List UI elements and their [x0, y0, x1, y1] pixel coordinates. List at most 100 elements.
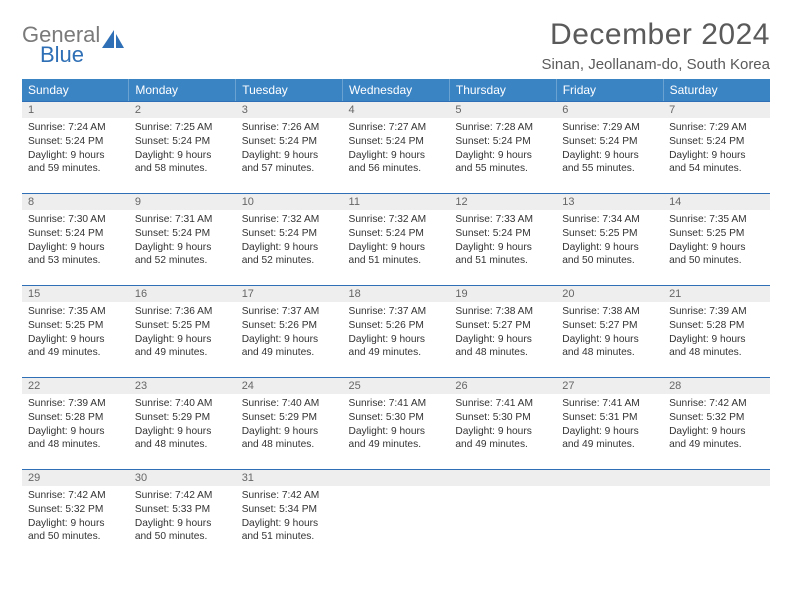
sunset-line: Sunset: 5:26 PM	[349, 319, 444, 333]
day-number: 2	[129, 101, 236, 118]
sunrise-line: Sunrise: 7:38 AM	[455, 305, 550, 319]
calendar-table: SundayMondayTuesdayWednesdayThursdayFrid…	[22, 79, 770, 561]
daylight-line: Daylight: 9 hours and 49 minutes.	[455, 425, 550, 453]
day-number: 3	[236, 101, 343, 118]
day-number: 10	[236, 193, 343, 210]
day-number: 11	[343, 193, 450, 210]
calendar-row: 15Sunrise: 7:35 AMSunset: 5:25 PMDayligh…	[22, 285, 770, 377]
day-data: Sunrise: 7:40 AMSunset: 5:29 PMDaylight:…	[236, 394, 343, 456]
sunrise-line: Sunrise: 7:42 AM	[669, 397, 764, 411]
daylight-line: Daylight: 9 hours and 56 minutes.	[349, 149, 444, 177]
sunrise-line: Sunrise: 7:37 AM	[242, 305, 337, 319]
day-number: 27	[556, 377, 663, 394]
calendar-cell: 15Sunrise: 7:35 AMSunset: 5:25 PMDayligh…	[22, 285, 129, 377]
sunset-line: Sunset: 5:30 PM	[455, 411, 550, 425]
weekday-header: Sunday	[22, 79, 129, 101]
daylight-line: Daylight: 9 hours and 58 minutes.	[135, 149, 230, 177]
calendar-cell: 11Sunrise: 7:32 AMSunset: 5:24 PMDayligh…	[343, 193, 450, 285]
sunset-line: Sunset: 5:29 PM	[135, 411, 230, 425]
sunrise-line: Sunrise: 7:32 AM	[242, 213, 337, 227]
day-data: Sunrise: 7:27 AMSunset: 5:24 PMDaylight:…	[343, 118, 450, 180]
day-data: Sunrise: 7:39 AMSunset: 5:28 PMDaylight:…	[663, 302, 770, 364]
day-data: Sunrise: 7:36 AMSunset: 5:25 PMDaylight:…	[129, 302, 236, 364]
sunrise-line: Sunrise: 7:37 AM	[349, 305, 444, 319]
calendar-cell: 4Sunrise: 7:27 AMSunset: 5:24 PMDaylight…	[343, 101, 450, 193]
calendar-cell: 13Sunrise: 7:34 AMSunset: 5:25 PMDayligh…	[556, 193, 663, 285]
sunrise-line: Sunrise: 7:31 AM	[135, 213, 230, 227]
calendar-row: 22Sunrise: 7:39 AMSunset: 5:28 PMDayligh…	[22, 377, 770, 469]
calendar-head: SundayMondayTuesdayWednesdayThursdayFrid…	[22, 79, 770, 101]
day-data: Sunrise: 7:35 AMSunset: 5:25 PMDaylight:…	[22, 302, 129, 364]
daylight-line: Daylight: 9 hours and 50 minutes.	[28, 517, 123, 545]
weekday-header: Friday	[556, 79, 663, 101]
day-data: Sunrise: 7:37 AMSunset: 5:26 PMDaylight:…	[236, 302, 343, 364]
day-data: Sunrise: 7:42 AMSunset: 5:33 PMDaylight:…	[129, 486, 236, 548]
calendar-cell: 19Sunrise: 7:38 AMSunset: 5:27 PMDayligh…	[449, 285, 556, 377]
day-data: Sunrise: 7:25 AMSunset: 5:24 PMDaylight:…	[129, 118, 236, 180]
sunrise-line: Sunrise: 7:29 AM	[669, 121, 764, 135]
day-number: 20	[556, 285, 663, 302]
day-number	[663, 469, 770, 486]
weekday-row: SundayMondayTuesdayWednesdayThursdayFrid…	[22, 79, 770, 101]
daylight-line: Daylight: 9 hours and 59 minutes.	[28, 149, 123, 177]
calendar-cell	[449, 469, 556, 561]
sunset-line: Sunset: 5:24 PM	[349, 135, 444, 149]
sunrise-line: Sunrise: 7:30 AM	[28, 213, 123, 227]
day-number	[343, 469, 450, 486]
calendar-cell: 25Sunrise: 7:41 AMSunset: 5:30 PMDayligh…	[343, 377, 450, 469]
sunset-line: Sunset: 5:25 PM	[28, 319, 123, 333]
day-number: 28	[663, 377, 770, 394]
calendar-body: 1Sunrise: 7:24 AMSunset: 5:24 PMDaylight…	[22, 101, 770, 561]
sunrise-line: Sunrise: 7:42 AM	[135, 489, 230, 503]
calendar-cell: 20Sunrise: 7:38 AMSunset: 5:27 PMDayligh…	[556, 285, 663, 377]
sunrise-line: Sunrise: 7:32 AM	[349, 213, 444, 227]
day-data: Sunrise: 7:26 AMSunset: 5:24 PMDaylight:…	[236, 118, 343, 180]
daylight-line: Daylight: 9 hours and 57 minutes.	[242, 149, 337, 177]
sunset-line: Sunset: 5:24 PM	[135, 227, 230, 241]
logo-sail-icon	[100, 28, 126, 55]
logo-text: General Blue	[22, 24, 100, 66]
calendar-cell: 12Sunrise: 7:33 AMSunset: 5:24 PMDayligh…	[449, 193, 556, 285]
day-number: 17	[236, 285, 343, 302]
sunrise-line: Sunrise: 7:35 AM	[669, 213, 764, 227]
day-data	[449, 486, 556, 546]
daylight-line: Daylight: 9 hours and 48 minutes.	[242, 425, 337, 453]
calendar-cell: 23Sunrise: 7:40 AMSunset: 5:29 PMDayligh…	[129, 377, 236, 469]
day-number: 12	[449, 193, 556, 210]
calendar-row: 1Sunrise: 7:24 AMSunset: 5:24 PMDaylight…	[22, 101, 770, 193]
calendar-cell: 26Sunrise: 7:41 AMSunset: 5:30 PMDayligh…	[449, 377, 556, 469]
sunrise-line: Sunrise: 7:39 AM	[28, 397, 123, 411]
sunrise-line: Sunrise: 7:42 AM	[28, 489, 123, 503]
sunrise-line: Sunrise: 7:28 AM	[455, 121, 550, 135]
sunrise-line: Sunrise: 7:24 AM	[28, 121, 123, 135]
day-number: 16	[129, 285, 236, 302]
calendar-cell	[556, 469, 663, 561]
day-data: Sunrise: 7:35 AMSunset: 5:25 PMDaylight:…	[663, 210, 770, 272]
day-data: Sunrise: 7:38 AMSunset: 5:27 PMDaylight:…	[449, 302, 556, 364]
day-number: 5	[449, 101, 556, 118]
weekday-header: Monday	[129, 79, 236, 101]
day-number: 13	[556, 193, 663, 210]
calendar-cell: 24Sunrise: 7:40 AMSunset: 5:29 PMDayligh…	[236, 377, 343, 469]
calendar-cell: 22Sunrise: 7:39 AMSunset: 5:28 PMDayligh…	[22, 377, 129, 469]
weekday-header: Thursday	[449, 79, 556, 101]
day-data: Sunrise: 7:41 AMSunset: 5:30 PMDaylight:…	[449, 394, 556, 456]
day-data: Sunrise: 7:42 AMSunset: 5:32 PMDaylight:…	[22, 486, 129, 548]
daylight-line: Daylight: 9 hours and 49 minutes.	[242, 333, 337, 361]
daylight-line: Daylight: 9 hours and 51 minutes.	[349, 241, 444, 269]
weekday-header: Saturday	[663, 79, 770, 101]
calendar-cell: 28Sunrise: 7:42 AMSunset: 5:32 PMDayligh…	[663, 377, 770, 469]
calendar-cell: 3Sunrise: 7:26 AMSunset: 5:24 PMDaylight…	[236, 101, 343, 193]
day-data: Sunrise: 7:37 AMSunset: 5:26 PMDaylight:…	[343, 302, 450, 364]
sunset-line: Sunset: 5:33 PM	[135, 503, 230, 517]
location: Sinan, Jeollanam-do, South Korea	[542, 56, 770, 73]
day-number: 29	[22, 469, 129, 486]
daylight-line: Daylight: 9 hours and 49 minutes.	[349, 425, 444, 453]
day-number: 6	[556, 101, 663, 118]
calendar-row: 8Sunrise: 7:30 AMSunset: 5:24 PMDaylight…	[22, 193, 770, 285]
sunrise-line: Sunrise: 7:34 AM	[562, 213, 657, 227]
logo-word-2: Blue	[40, 44, 100, 66]
calendar-cell: 21Sunrise: 7:39 AMSunset: 5:28 PMDayligh…	[663, 285, 770, 377]
day-number: 1	[22, 101, 129, 118]
sunset-line: Sunset: 5:24 PM	[135, 135, 230, 149]
